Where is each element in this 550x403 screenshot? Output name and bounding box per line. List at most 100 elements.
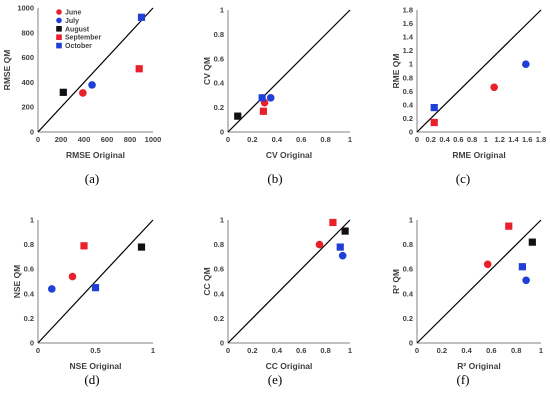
legend-marker-june <box>56 9 62 15</box>
point-october <box>336 243 344 251</box>
x-tick-label: 1 <box>484 135 488 144</box>
x-tick-label: 200 <box>55 135 68 144</box>
y-tick-label: 0.8 <box>403 73 413 82</box>
panel-label: (d) <box>84 372 99 387</box>
y-tick-label: 0.8 <box>214 30 224 39</box>
point-september <box>505 222 513 230</box>
x-axis-label: CV Original <box>266 150 312 160</box>
y-tick-label: 1.6 <box>403 19 413 28</box>
point-july <box>266 94 275 102</box>
y-axis-label: CV QM <box>202 57 212 85</box>
x-tick-label: 0.4 <box>439 135 450 144</box>
point-october <box>137 13 146 21</box>
legend-label-september: September <box>65 35 101 42</box>
y-tick-label: 0.8 <box>24 240 34 249</box>
point-october <box>91 284 100 292</box>
panel-label: (f) <box>457 372 470 387</box>
point-june <box>68 272 77 281</box>
x-tick-label: 0 <box>36 135 40 144</box>
identity-line <box>227 219 351 344</box>
y-tick-label: 0 <box>30 128 34 137</box>
x-axis-label: NSE Original <box>70 361 122 371</box>
point-july <box>522 60 530 69</box>
point-august <box>137 243 146 251</box>
y-tick-label: 0.4 <box>214 79 225 88</box>
x-tick-label: 0.8 <box>511 346 521 355</box>
panel-b: 0 0.2 0.4 0.6 0.8 1 0 0.2 0.4 0.6 0.8 1 CV Original C… <box>202 6 352 187</box>
panel-label: (b) <box>267 171 282 186</box>
point-june <box>483 260 492 269</box>
y-tick-label: 0.2 <box>214 314 224 323</box>
x-tick-label: 0.8 <box>467 135 477 144</box>
y-tick-label: 1 <box>220 216 224 225</box>
x-tick-label: 0.8 <box>320 135 330 144</box>
y-tick-label: 0.6 <box>403 87 413 96</box>
x-tick-label: 0.6 <box>296 346 306 355</box>
y-tick-label: 0.8 <box>214 240 224 249</box>
x-tick-label: 0.2 <box>437 346 447 355</box>
x-tick-label: 0.6 <box>453 135 463 144</box>
y-tick-label: 0.6 <box>214 54 224 63</box>
y-tick-label: 1.8 <box>403 6 413 15</box>
y-tick-label: 1.2 <box>403 46 413 55</box>
y-tick-label: 0.6 <box>214 265 224 274</box>
point-july <box>522 276 530 285</box>
legend-marker-august <box>56 26 62 32</box>
point-june <box>490 83 498 92</box>
y-axis-label: CC QM <box>202 267 212 295</box>
y-tick-label: 800 <box>21 28 34 37</box>
x-tick-label: 1 <box>348 346 352 355</box>
y-tick-label: 0.4 <box>24 289 35 298</box>
x-tick-label: 0.2 <box>426 135 436 144</box>
identity-line <box>37 7 154 133</box>
x-tick-label: 0.2 <box>247 135 257 144</box>
y-tick-label: 0.8 <box>403 240 413 249</box>
y-tick-label: 0.4 <box>214 289 225 298</box>
y-tick-label: 0 <box>220 339 224 348</box>
point-september <box>329 218 337 227</box>
x-tick-label: 0.6 <box>296 135 306 144</box>
legend-label-july: July <box>65 18 79 25</box>
y-tick-label: 0 <box>409 339 413 348</box>
x-tick-label: 0 <box>415 135 419 144</box>
y-axis-label: RME QM <box>391 54 401 89</box>
legend-label-october: October <box>65 43 92 50</box>
y-tick-label: 1 <box>30 216 34 225</box>
x-axis-label: CC Original <box>266 361 313 371</box>
panel-label: (e) <box>268 372 282 387</box>
identity-line <box>416 219 542 344</box>
panel-c: 0 0.2 0.4 0.6 0.8 1 1.2 1.4 1.6 1.800.20.40.60.81… <box>391 6 546 187</box>
panel-a: 0 200 400 600 800 1000 0 200 400 600 800 1000 RMSE O… <box>2 4 161 187</box>
point-october <box>430 104 438 112</box>
x-tick-label: 1 <box>539 346 543 355</box>
y-tick-label: 1 <box>409 216 413 225</box>
x-tick-label: 1.6 <box>522 135 532 144</box>
x-axis-label: R² Original <box>457 361 500 371</box>
x-tick-label: 0 <box>415 346 419 355</box>
x-tick-label: 0.4 <box>272 135 283 144</box>
panel-e: 0 0.2 0.4 0.6 0.8 1 0 0.2 0.4 0.6 0.8 1 CC Original C… <box>202 216 352 388</box>
legend-label-june: June <box>65 10 81 17</box>
identity-line <box>37 219 154 344</box>
y-axis-label: NSE QM <box>12 265 22 299</box>
x-tick-label: 1 <box>348 135 352 144</box>
panel-f: 0 0.2 0.4 0.6 0.8 1 0 0.2 0.4 0.6 0.8 1 R² Original R… <box>391 216 543 388</box>
y-tick-label: 0.2 <box>214 103 224 112</box>
point-june <box>315 240 324 249</box>
x-axis-label: RME Original <box>452 150 505 160</box>
y-tick-label: 600 <box>21 53 34 62</box>
y-tick-label: 0.6 <box>24 265 34 274</box>
y-tick-label: 0.6 <box>403 265 413 274</box>
y-axis-label: RMSE QM <box>2 50 12 91</box>
legend-marker-september <box>56 34 62 40</box>
legend-marker-october <box>56 42 62 49</box>
point-october <box>258 94 266 102</box>
x-tick-label: 0 <box>226 346 230 355</box>
y-tick-label: 0 <box>409 128 413 137</box>
legend-marker-july <box>56 17 62 24</box>
point-august <box>59 88 67 96</box>
x-tick-label: 0 <box>36 346 40 355</box>
point-july <box>48 285 56 293</box>
